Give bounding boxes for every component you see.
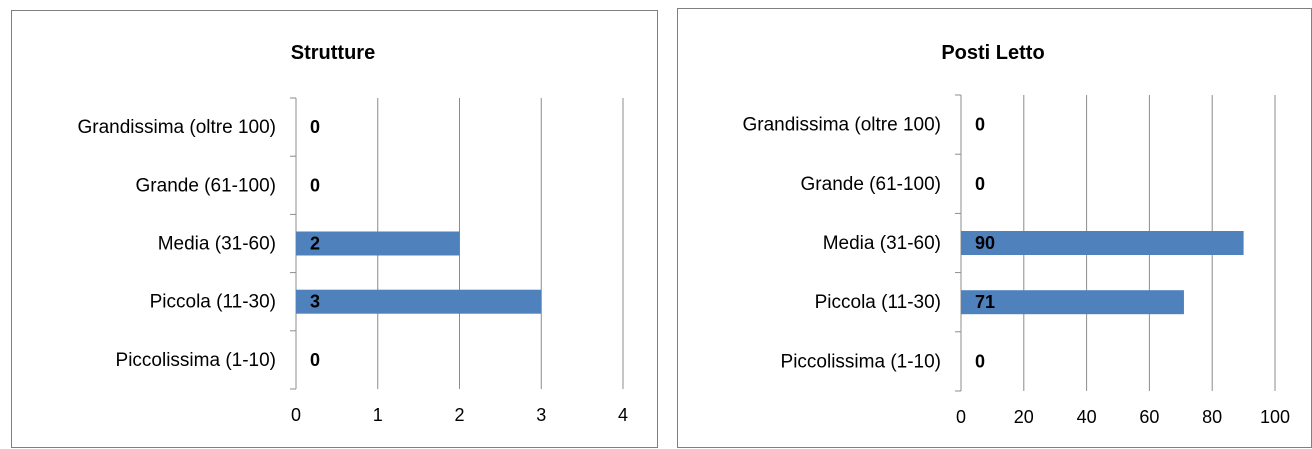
data-label: 0 <box>975 351 985 371</box>
category-label: Piccola (11-30) <box>815 292 941 313</box>
data-label: 0 <box>310 117 320 137</box>
x-tick-label: 2 <box>454 405 464 425</box>
category-label: Media (31-60) <box>158 234 276 255</box>
data-label: 0 <box>975 115 985 135</box>
data-label: 71 <box>975 292 995 312</box>
bar <box>961 290 1184 315</box>
category-label: Piccolissima (1-10) <box>781 351 941 372</box>
chart-strutture: Strutture 0 1 2 3 4 Grandissima (oltre 100) 0 Gr… <box>77 42 628 425</box>
category-label: Media (31-60) <box>823 233 941 254</box>
bar <box>296 289 542 314</box>
category-label: Grande (61-100) <box>136 175 276 196</box>
bar <box>961 231 1244 255</box>
data-label: 0 <box>310 350 320 370</box>
x-tick-label: 0 <box>291 405 301 425</box>
data-label: 2 <box>310 234 320 254</box>
bar <box>296 231 460 256</box>
chart-title: Posti Letto <box>941 42 1044 64</box>
chart-title: Strutture <box>291 42 375 64</box>
data-label: 0 <box>975 174 985 194</box>
data-label: 0 <box>310 175 320 195</box>
x-tick-label: 0 <box>956 407 966 427</box>
x-tick-label: 80 <box>1202 407 1222 427</box>
x-tick-label: 20 <box>1014 407 1034 427</box>
category-label: Piccolissima (1-10) <box>116 350 276 371</box>
chart-posti-letto: Posti Letto 0 20 40 60 80 100 Grandissima (oltr… <box>742 42 1290 427</box>
category-label: Piccola (11-30) <box>150 292 276 313</box>
x-tick-label: 100 <box>1260 407 1290 427</box>
x-tick-label: 60 <box>1139 407 1159 427</box>
category-label: Grandissima (oltre 100) <box>742 115 941 136</box>
data-label: 90 <box>975 233 995 253</box>
x-tick-label: 3 <box>536 405 546 425</box>
category-label: Grande (61-100) <box>801 174 941 195</box>
x-tick-label: 4 <box>618 405 628 425</box>
x-tick-label: 1 <box>373 405 383 425</box>
category-label: Grandissima (oltre 100) <box>77 117 276 138</box>
x-tick-label: 40 <box>1077 407 1097 427</box>
chart-posti-letto-panel: Posti Letto 0 20 40 60 80 100 Grandissima (oltr… <box>677 8 1312 448</box>
data-label: 3 <box>310 292 320 312</box>
chart-strutture-panel: Strutture 0 1 2 3 4 Grandissima (oltre 100) 0 Gr… <box>11 10 658 448</box>
